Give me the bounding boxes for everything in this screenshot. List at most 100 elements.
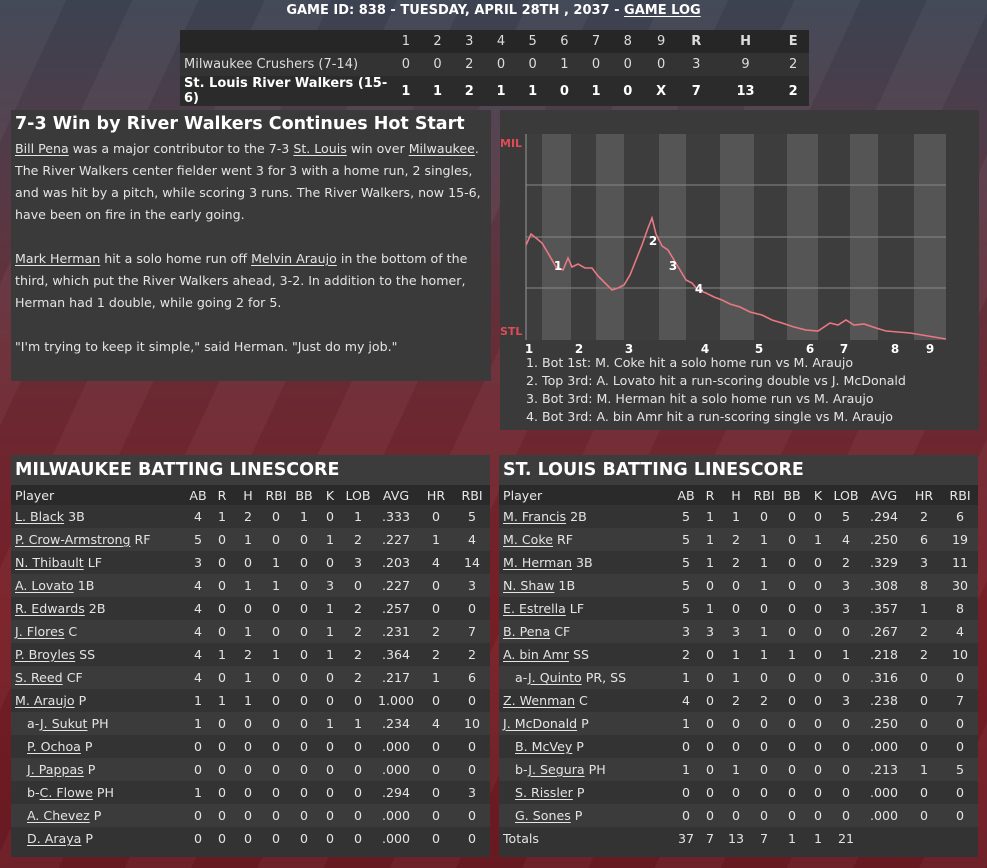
player-link-melvin-araujo[interactable]: Melvin Araujo: [251, 251, 337, 266]
stat-cell: 4: [418, 551, 454, 574]
column-header[interactable]: Player: [499, 485, 674, 505]
player-name-link[interactable]: L. Black: [15, 509, 65, 524]
column-header[interactable]: K: [806, 485, 830, 505]
batter-row: b-C. Flowe PH 1 0 0 0 0 0 0.294 0 3: [11, 781, 490, 804]
team-link-milwaukee[interactable]: Milwaukee: [408, 141, 475, 156]
stat-cell: 1.000: [374, 689, 418, 712]
column-header[interactable]: Player: [11, 485, 186, 505]
player-name-link[interactable]: E. Estrella: [503, 601, 566, 616]
player-name-link[interactable]: P. Ochoa: [27, 739, 81, 754]
column-header[interactable]: RBI: [942, 485, 978, 505]
stat-cell: 0: [186, 758, 210, 781]
stat-cell: 0: [342, 827, 374, 850]
inning-score-cell: 2: [777, 76, 809, 106]
column-header[interactable]: LOB: [342, 485, 374, 505]
stat-cell: 0: [318, 666, 342, 689]
column-header[interactable]: RBI: [750, 485, 778, 505]
player-name-link[interactable]: B. McVey: [515, 739, 573, 754]
column-header[interactable]: R: [698, 485, 722, 505]
player-link-bill-pena[interactable]: Bill Pena: [15, 141, 69, 156]
player-name-link[interactable]: P. Crow-Armstrong: [15, 532, 131, 547]
batter-row: R. Edwards 2B 4 0 0 0 0 1 2.257 0 0: [11, 597, 490, 620]
column-header[interactable]: BB: [778, 485, 806, 505]
stat-cell: 0: [262, 689, 290, 712]
player-name-link[interactable]: A. Lovato: [15, 578, 74, 593]
player-name-link[interactable]: P. Broyles: [15, 647, 76, 662]
player-name-link[interactable]: N. Shaw: [503, 578, 555, 593]
player-name-link[interactable]: G. Sones: [515, 808, 571, 823]
stat-cell: 3: [186, 551, 210, 574]
column-header[interactable]: HR: [906, 485, 942, 505]
column-header[interactable]: BB: [290, 485, 318, 505]
stat-cell: 0: [210, 551, 234, 574]
stat-cell: 10: [942, 643, 978, 666]
player-name-link[interactable]: C. Flowe: [39, 785, 93, 800]
player-name-link[interactable]: M. Araujo: [15, 693, 75, 708]
total-cell: 13: [722, 827, 750, 850]
player-name-link[interactable]: M. Coke: [503, 532, 553, 547]
stat-cell: 1: [750, 643, 778, 666]
player-name-link[interactable]: A. Chevez: [27, 808, 90, 823]
column-header[interactable]: AB: [674, 485, 698, 505]
player-name-link[interactable]: J. Sukut: [39, 716, 88, 731]
column-header[interactable]: HR: [418, 485, 454, 505]
player-name-link[interactable]: N. Thibault: [15, 555, 84, 570]
column-header[interactable]: AVG: [374, 485, 418, 505]
event-note: 4. Bot 3rd: A. bin Amr hit a run-scoring…: [526, 409, 894, 424]
stat-cell: 2: [750, 689, 778, 712]
column-header[interactable]: RBI: [454, 485, 490, 505]
player-name-link[interactable]: M. Herman: [503, 555, 573, 570]
column-header[interactable]: K: [318, 485, 342, 505]
stat-cell: 0: [906, 804, 942, 827]
player-name-link[interactable]: A. bin Amr: [503, 647, 569, 662]
stat-cell: 0: [418, 758, 454, 781]
stat-cell: 0: [778, 505, 806, 528]
column-header[interactable]: H: [234, 485, 262, 505]
player-name-link[interactable]: D. Araya: [27, 831, 82, 846]
player-position: PH: [584, 762, 606, 777]
player-name-link[interactable]: B. Pena: [503, 624, 551, 639]
stat-cell: 0: [722, 574, 750, 597]
stat-cell: 0: [318, 781, 342, 804]
stat-cell: .294: [862, 505, 906, 528]
game-log-link[interactable]: GAME LOG: [624, 3, 701, 18]
column-header[interactable]: AB: [186, 485, 210, 505]
stat-cell: 0: [806, 643, 830, 666]
inning-header-cell: 1: [401, 34, 410, 49]
batting-header-row: Player AB R H RBI BB K LOB AVG HR RBI: [11, 485, 490, 505]
stat-cell: 4: [186, 643, 210, 666]
stat-cell: 5: [674, 597, 698, 620]
player-name-link[interactable]: S. Rissler: [515, 785, 573, 800]
inning-tick-label: 3: [625, 342, 633, 356]
column-header[interactable]: RBI: [262, 485, 290, 505]
stat-cell: 0: [454, 804, 490, 827]
stat-cell: 0: [806, 735, 830, 758]
team-link-st-louis[interactable]: St. Louis: [293, 141, 347, 156]
column-header[interactable]: H: [722, 485, 750, 505]
player-position: P: [572, 739, 584, 754]
player-link-mark-herman[interactable]: Mark Herman: [15, 251, 101, 266]
player-name-link[interactable]: J. Pappas: [27, 762, 84, 777]
player-name-link[interactable]: Z. Wenman: [503, 693, 576, 708]
stat-cell: 2: [674, 643, 698, 666]
player-name-link[interactable]: M. Francis: [503, 509, 567, 524]
player-name-link[interactable]: J. Quinto: [527, 670, 582, 685]
stat-cell: .250: [862, 528, 906, 551]
stat-cell: 1: [186, 781, 210, 804]
stat-cell: 0: [418, 505, 454, 528]
stat-cell: 0: [418, 804, 454, 827]
stat-cell: 1: [342, 505, 374, 528]
column-header[interactable]: AVG: [862, 485, 906, 505]
player-name-link[interactable]: S. Reed: [15, 670, 63, 685]
batter-row: P. Ochoa P 0 0 0 0 0 0 0.000 0 0: [11, 735, 490, 758]
inning-tick-label: 2: [575, 342, 583, 356]
stat-cell: 0: [418, 597, 454, 620]
column-header[interactable]: LOB: [830, 485, 862, 505]
player-cell: D. Araya P: [11, 827, 186, 850]
column-header[interactable]: R: [210, 485, 234, 505]
player-name-link[interactable]: J. Segura: [528, 762, 585, 777]
inning-header-cell: 5: [528, 34, 537, 49]
player-name-link[interactable]: J. Flores: [15, 624, 65, 639]
player-name-link[interactable]: R. Edwards: [15, 601, 85, 616]
player-name-link[interactable]: J. McDonald: [503, 716, 578, 731]
